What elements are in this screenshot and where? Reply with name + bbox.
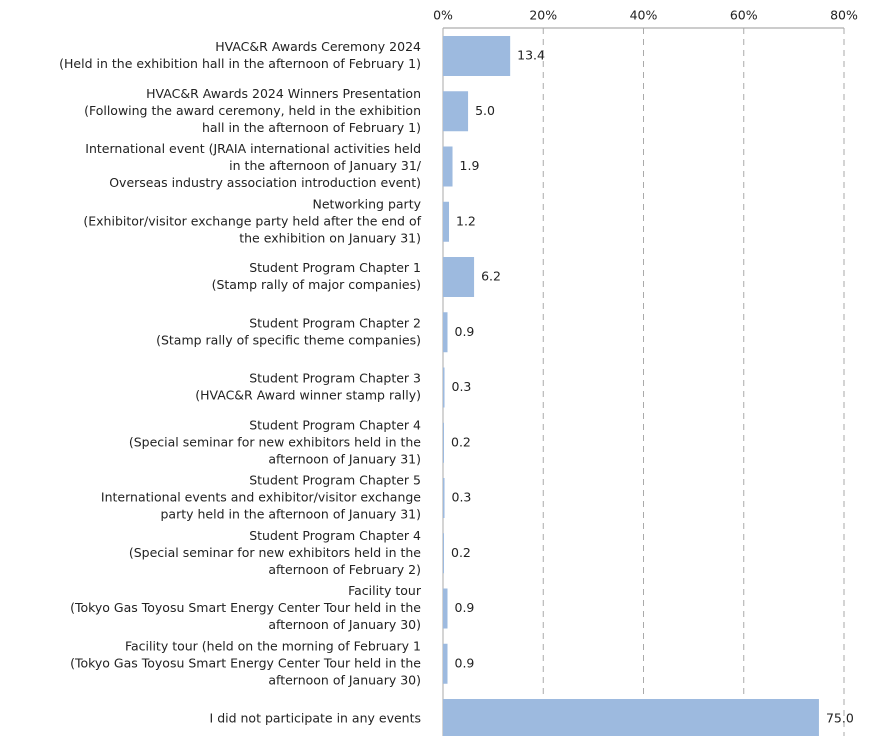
category-label: (Held in the exhibition hall in the afte… (59, 56, 421, 71)
category-label: Student Program Chapter 2 (249, 315, 421, 330)
category-label: International events and exhibitor/visit… (101, 490, 421, 505)
category-label: HVAC&R Awards Ceremony 2024 (215, 39, 421, 54)
category-label: the exhibition on January 31) (239, 230, 421, 245)
category-label: (Special seminar for new exhibitors held… (129, 434, 421, 449)
category-label: Student Program Chapter 4 (249, 417, 421, 432)
value-label: 1.2 (456, 213, 476, 228)
category-label: hall in the afternoon of February 1) (202, 120, 421, 135)
category-label: Facility tour (held on the morning of Fe… (125, 638, 421, 653)
category-label: (Stamp rally of specific theme companies… (156, 332, 421, 347)
category-label: International event (JRAIA international… (85, 141, 421, 156)
category-label: party held in the afternoon of January 3… (161, 507, 422, 522)
bar (443, 257, 475, 297)
category-label: in the afternoon of January 31/ (229, 158, 422, 173)
category-label: HVAC&R Awards 2024 Winners Presentation (146, 86, 421, 101)
value-label: 0.9 (455, 324, 475, 339)
value-label: 0.9 (455, 655, 475, 670)
bar (443, 201, 450, 242)
category-label: (Tokyo Gas Toyosu Smart Energy Center To… (70, 655, 421, 670)
category-label: afternoon of January 31) (268, 451, 421, 466)
category-label: (Exhibitor/visitor exchange party held a… (83, 213, 421, 228)
bar (443, 422, 445, 463)
category-label: Student Program Chapter 3 (249, 371, 421, 386)
x-tick-label: 80% (830, 8, 858, 23)
value-label: 5.0 (475, 103, 495, 118)
value-label: 0.2 (451, 545, 471, 560)
bar (443, 367, 445, 408)
value-label: 0.3 (452, 490, 472, 505)
bar (443, 91, 469, 132)
bar (443, 478, 445, 518)
category-label: (Special seminar for new exhibitors held… (129, 545, 421, 560)
category-label: Student Program Chapter 5 (249, 473, 421, 488)
category-label: (Tokyo Gas Toyosu Smart Energy Center To… (70, 600, 421, 615)
x-tick-label: 0% (433, 8, 453, 23)
category-label: (HVAC&R Award winner stamp rally) (195, 388, 421, 403)
bar (443, 146, 453, 187)
x-tick-label: 60% (730, 8, 758, 23)
category-label: Student Program Chapter 4 (249, 528, 421, 543)
category-label: Overseas industry association introducti… (109, 175, 421, 190)
value-label: 75.0 (826, 711, 854, 726)
bar (443, 588, 448, 629)
value-label: 0.9 (455, 600, 475, 615)
x-tick-label: 40% (630, 8, 658, 23)
bar (443, 643, 448, 684)
category-label: (Following the award ceremony, held in t… (84, 103, 421, 118)
category-label: afternoon of January 30) (268, 672, 421, 687)
category-label: (Stamp rally of major companies) (212, 277, 421, 292)
x-tick-label: 20% (529, 8, 557, 23)
value-label: 6.2 (481, 269, 501, 284)
category-label: Networking party (312, 196, 421, 211)
bar (443, 533, 445, 574)
category-label: I did not participate in any events (210, 711, 421, 726)
category-label: Student Program Chapter 1 (249, 260, 421, 275)
category-label: afternoon of February 2) (268, 562, 421, 577)
category-label: Facility tour (348, 583, 422, 598)
bar (443, 312, 448, 353)
bar (443, 36, 511, 76)
value-label: 0.2 (451, 434, 471, 449)
bar (443, 699, 819, 736)
value-label: 1.9 (460, 158, 480, 173)
category-label: afternoon of January 30) (268, 617, 421, 632)
value-label: 0.3 (452, 379, 472, 394)
value-label: 13.4 (517, 48, 545, 63)
